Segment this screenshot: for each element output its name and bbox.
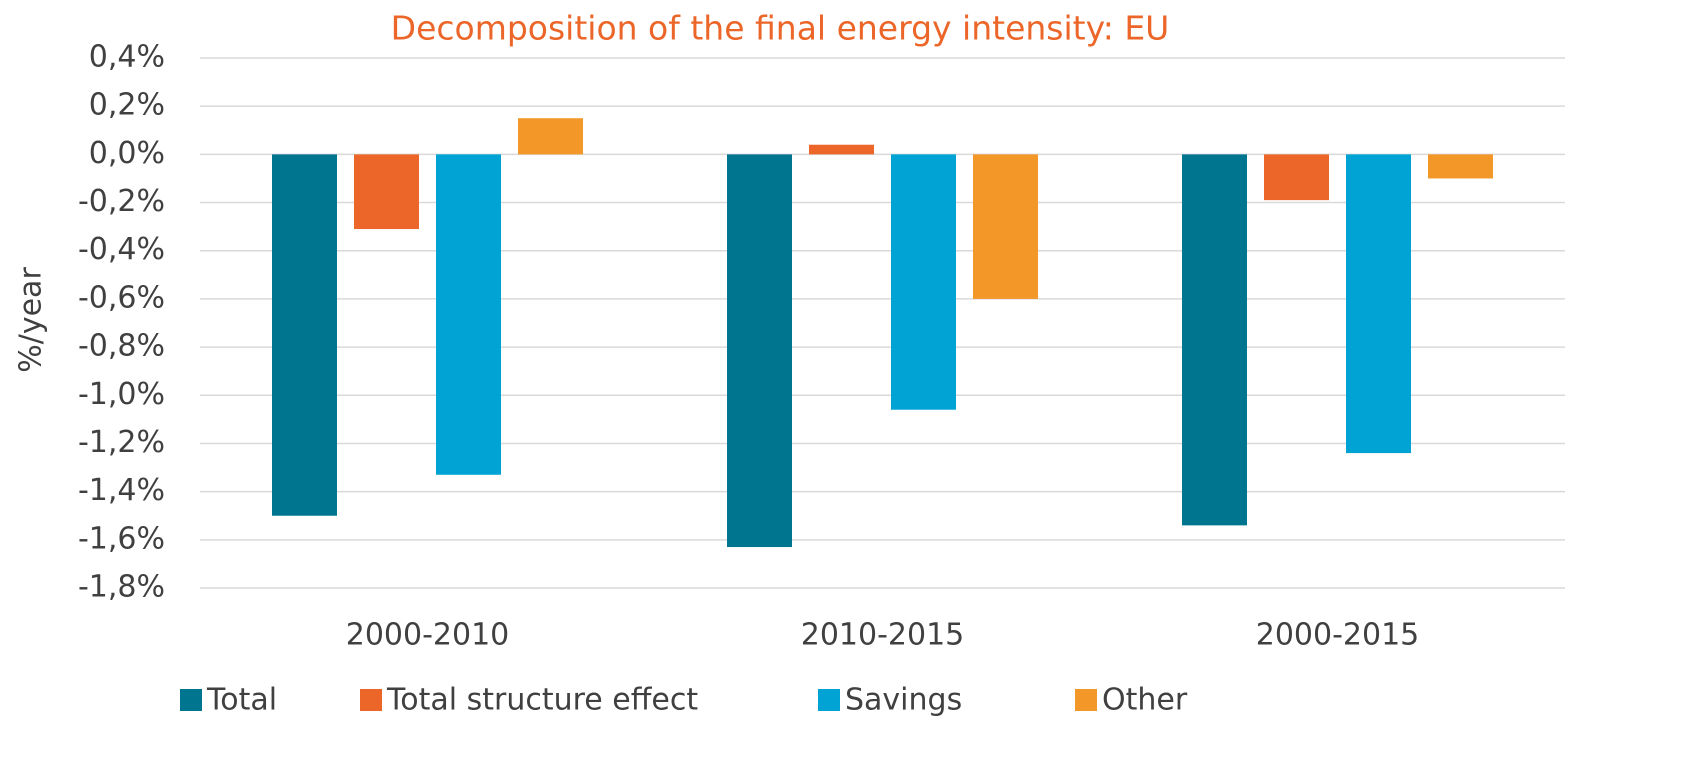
x-tick-label: 2000-2010 — [346, 618, 510, 653]
y-tick-label: 0,4% — [89, 40, 165, 75]
y-tick-label: -1,0% — [78, 377, 165, 412]
bar — [1346, 154, 1411, 454]
bar — [727, 154, 792, 548]
bar — [973, 154, 1038, 299]
y-axis-label: %/year — [14, 267, 49, 373]
legend-swatch — [818, 689, 840, 711]
bar — [1428, 154, 1493, 179]
y-tick-label: -0,4% — [78, 232, 165, 267]
y-tick-label: -1,8% — [78, 570, 165, 605]
bar — [518, 118, 583, 155]
y-tick-label: 0,2% — [89, 88, 165, 123]
y-tick-label: -1,4% — [78, 473, 165, 508]
bar — [809, 144, 874, 155]
y-tick-label: -1,6% — [78, 521, 165, 556]
legend-swatch — [1075, 689, 1097, 711]
legend-label: Total — [206, 683, 277, 718]
bar — [436, 154, 501, 475]
y-tick-label: -0,2% — [78, 184, 165, 219]
legend-swatch — [180, 689, 202, 711]
x-tick-label: 2000-2015 — [1256, 618, 1420, 653]
x-tick-label: 2010-2015 — [801, 618, 965, 653]
bar — [891, 154, 956, 410]
bar — [1182, 154, 1247, 526]
bar — [354, 154, 419, 230]
legend-label: Total structure effect — [386, 683, 698, 718]
y-tick-label: 0,0% — [89, 136, 165, 171]
y-tick-label: -0,6% — [78, 280, 165, 315]
legend-swatch — [360, 689, 382, 711]
chart-title: Decomposition of the final energy intens… — [391, 9, 1170, 48]
legend-label: Other — [1102, 683, 1188, 718]
y-tick-label: -0,8% — [78, 329, 165, 364]
legend-label: Savings — [845, 683, 962, 718]
bar — [272, 154, 337, 516]
bar — [1264, 154, 1329, 201]
y-tick-label: -1,2% — [78, 425, 165, 460]
